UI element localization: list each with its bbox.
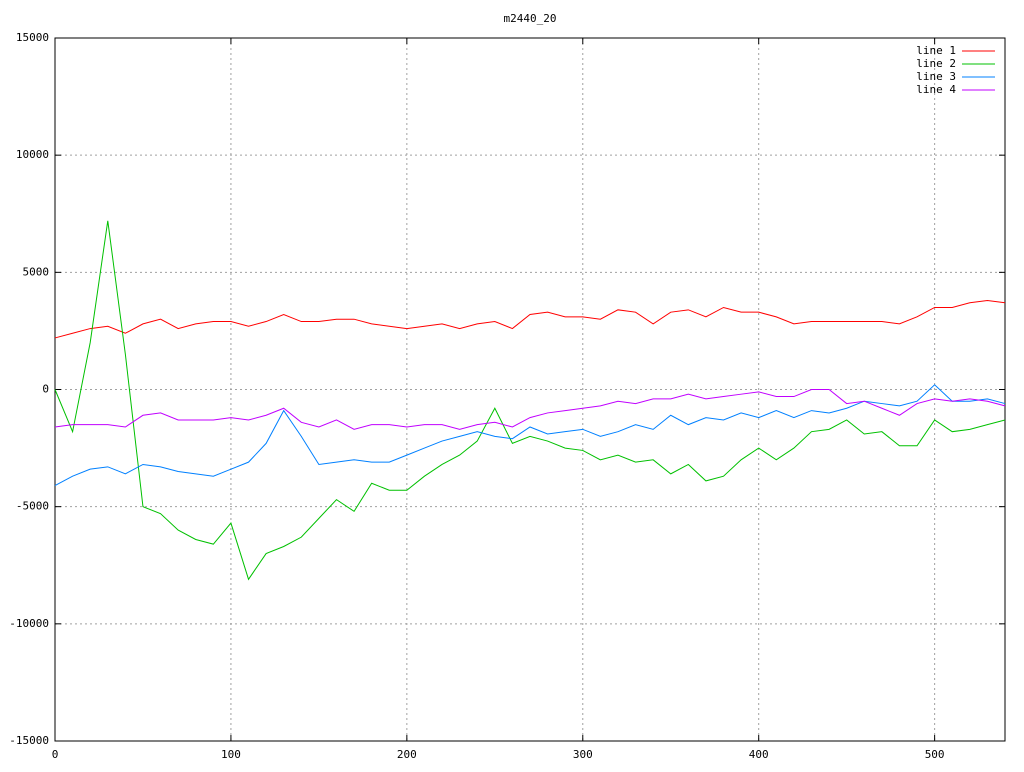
legend-label: line 1 [916, 44, 956, 57]
y-tick-label: 10000 [16, 148, 49, 161]
x-tick-label: 400 [749, 748, 769, 761]
legend-label: line 4 [916, 83, 956, 96]
x-tick-label: 200 [397, 748, 417, 761]
series-line [54, 299, 1006, 339]
x-tick-label: 100 [221, 748, 241, 761]
series-line [54, 384, 1006, 487]
legend-label: line 3 [916, 70, 956, 83]
y-tick-label: 15000 [16, 31, 49, 44]
y-tick-label: -5000 [16, 500, 49, 513]
x-tick-label: 500 [925, 748, 945, 761]
series-line [54, 220, 1006, 581]
chart-title: m2440_20 [504, 12, 557, 25]
y-tick-label: 5000 [23, 265, 50, 278]
y-tick-label: -15000 [9, 734, 49, 747]
x-tick-label: 300 [573, 748, 593, 761]
legend-label: line 2 [916, 57, 956, 70]
y-tick-label: -10000 [9, 617, 49, 630]
series-line [54, 389, 1006, 430]
y-tick-label: 0 [42, 383, 49, 396]
x-tick-label: 0 [52, 748, 59, 761]
